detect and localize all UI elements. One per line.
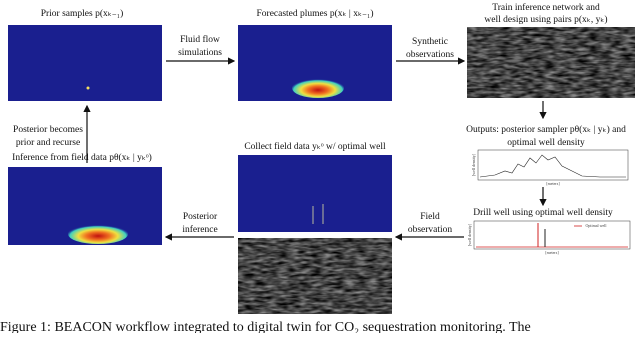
panel-label: Collect field data yₖᵒ w/ optimal well xyxy=(244,141,386,152)
plume xyxy=(292,78,344,98)
axis-label: [meters] xyxy=(545,250,559,255)
panel-label: Train inference network and xyxy=(492,2,600,13)
prior-image xyxy=(8,25,162,101)
prior-dot xyxy=(86,86,90,90)
drill-plot xyxy=(473,220,631,250)
seismic-texture xyxy=(238,238,392,314)
density-curve xyxy=(479,154,626,178)
panel-label: optimal well density xyxy=(507,138,585,148)
axis-label: [well density] xyxy=(471,153,476,176)
arrow-label: observations xyxy=(406,50,454,60)
arrow-label: Field xyxy=(420,212,440,222)
arrow-label: inference xyxy=(182,224,217,235)
panel-label: Outputs: posterior sampler pθ(xₖ | yₖ) a… xyxy=(466,124,626,135)
panel-label: Inference from field data pθ(xₖ | yₖᵒ) xyxy=(12,152,152,163)
legend-label: Optimal well xyxy=(586,223,608,228)
density-plot xyxy=(477,149,629,181)
seismic-texture xyxy=(467,27,635,98)
panel-label: well design using pairs p(xₖ, yₖ) xyxy=(484,14,607,25)
arrow-label: Synthetic xyxy=(412,37,448,47)
panel-label: Prior samples p(xₖ₋₁) xyxy=(41,8,124,19)
collect-image xyxy=(238,155,392,232)
axis-label: [meters] xyxy=(546,181,560,186)
arrow-label: observation xyxy=(408,225,453,235)
panel-label: Forecasted plumes p(xₖ | xₖ₋₁) xyxy=(257,8,374,19)
panel-label: Drill well using optimal well density xyxy=(473,208,613,218)
arrow-label: Posterior becomes xyxy=(13,125,83,135)
arrow-label: simulations xyxy=(178,48,222,58)
axis-label: [well density] xyxy=(467,223,472,246)
plume xyxy=(68,224,128,244)
arrow-label: prior and recurse xyxy=(16,138,80,148)
arrow-label: Fluid flow xyxy=(180,34,220,45)
arrow-label: Posterior xyxy=(183,212,218,222)
caption: Figure 1: BEACON workflow integrated to … xyxy=(0,320,531,333)
